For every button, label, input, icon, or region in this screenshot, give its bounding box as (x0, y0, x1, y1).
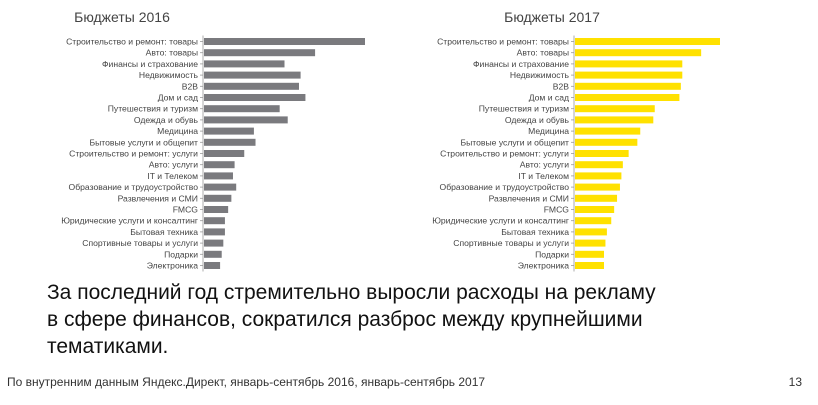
category-label-2016: Финансы и страхование (102, 59, 198, 69)
category-label-2017: Бытовая техника (501, 227, 569, 237)
category-label-2017: Бытовые услуги и общепит (460, 137, 569, 147)
bar-2016 (204, 250, 222, 258)
category-label-2017: IT и Телеком (518, 171, 569, 181)
bar-2017 (575, 172, 622, 180)
bar-2017 (575, 60, 683, 68)
category-label-2017: B2B (553, 81, 570, 91)
category-label-2017: Авто: услуги (520, 160, 569, 170)
headline-text: За последний год стремительно выросли ра… (47, 279, 747, 360)
category-label-2017: Строительство и ремонт: товары (437, 37, 569, 47)
category-label-2016: Бытовые услуги и общепит (89, 137, 198, 147)
bar-2017 (575, 116, 654, 124)
category-label-2017: Медицина (528, 126, 569, 136)
category-label-2016: Электроника (147, 261, 199, 271)
bar-2017 (575, 250, 604, 258)
bar-2017 (575, 94, 680, 101)
headline-line-2: в сфере финансов, сократился разброс меж… (47, 308, 643, 331)
bar-2016 (204, 262, 221, 269)
bar-2017 (575, 239, 606, 247)
bar-2016 (204, 94, 306, 101)
bar-2016 (204, 239, 224, 247)
bar-2016 (204, 71, 301, 79)
page-number: 13 (788, 375, 802, 389)
bar-2017 (575, 217, 612, 225)
category-label-2017: Подарки (535, 249, 569, 259)
category-label-2016: Развлечения и СМИ (118, 193, 198, 203)
bar-2017 (575, 127, 641, 135)
bar-2016 (204, 116, 288, 124)
category-label-2017: Финансы и страхование (473, 59, 569, 69)
category-label-2016: Спортивные товары и услуги (82, 238, 198, 248)
bar-2017 (575, 262, 604, 269)
chart-budgets-2016: Бюджеты 2016 Строительство и ремонт: тов… (0, 0, 400, 280)
category-label-2017: Недвижимость (510, 70, 570, 80)
bar-2017 (575, 161, 623, 169)
category-label-2017: Развлечения и СМИ (489, 193, 569, 203)
bar-2017 (575, 105, 655, 113)
bar-2016 (204, 206, 229, 213)
chart-title-2016: Бюджеты 2016 (74, 9, 170, 25)
bar-2016 (204, 217, 225, 225)
category-label-2017: Электроника (518, 261, 570, 271)
category-label-2016: Образование и трудоустройство (69, 182, 199, 192)
category-label-2016: FMCG (173, 205, 199, 215)
category-label-2016: Строительство и ремонт: услуги (69, 149, 198, 159)
bar-2016 (204, 183, 237, 191)
category-label-2016: Юридические услуги и консалтинг (61, 216, 198, 226)
category-label-2016: Одежда и обувь (134, 115, 199, 125)
bar-2017 (575, 138, 638, 146)
bar-2017 (575, 49, 702, 57)
bar-2017 (575, 71, 683, 79)
category-label-2017: Дом и сад (529, 93, 569, 103)
category-label-2017: Авто: товары (517, 48, 569, 58)
category-label-2016: Авто: товары (146, 48, 198, 58)
category-label-2016: Недвижимость (139, 70, 199, 80)
category-label-2017: Образование и трудоустройство (440, 182, 570, 192)
source-footnote: По внутренним данным Яндекс.Директ, янва… (7, 375, 486, 389)
bar-2016 (204, 105, 280, 113)
category-label-2017: FMCG (544, 205, 570, 215)
category-label-2016: Бытовая техника (130, 227, 198, 237)
category-label-2017: Одежда и обувь (505, 115, 570, 125)
bar-2016 (204, 82, 299, 90)
bar-2016 (204, 150, 245, 157)
bar-2017 (575, 150, 629, 157)
category-label-2017: Путешествия и туризм (479, 104, 569, 114)
bar-2017 (575, 82, 681, 90)
bar-2016 (204, 38, 365, 45)
bar-2016 (204, 60, 285, 68)
category-label-2017: Юридические услуги и консалтинг (432, 216, 569, 226)
headline-line-3: тематиками. (47, 335, 169, 358)
bar-2017 (575, 228, 607, 236)
chart-title-2017: Бюджеты 2017 (504, 9, 600, 25)
bar-2017 (575, 38, 720, 45)
category-label-2016: Строительство и ремонт: товары (66, 37, 198, 47)
bar-2016 (204, 161, 235, 169)
bar-2016 (204, 127, 254, 135)
category-label-2016: Путешествия и туризм (108, 104, 198, 114)
category-label-2016: Дом и сад (158, 93, 198, 103)
bar-2017 (575, 194, 618, 202)
chart-budgets-2017: Бюджеты 2017 Строительство и ремонт: тов… (400, 0, 800, 280)
bar-2016 (204, 49, 316, 57)
bar-2017 (575, 183, 620, 191)
category-label-2016: IT и Телеком (147, 171, 198, 181)
bar-2017 (575, 206, 615, 213)
bar-2016 (204, 172, 233, 180)
bar-2016 (204, 194, 232, 202)
bar-2016 (204, 228, 225, 236)
category-label-2016: Подарки (164, 249, 198, 259)
category-label-2017: Спортивные товары и услуги (453, 238, 569, 248)
bar-2016 (204, 138, 256, 146)
category-label-2016: B2B (182, 81, 199, 91)
category-label-2016: Медицина (157, 126, 198, 136)
category-label-2017: Строительство и ремонт: услуги (440, 149, 569, 159)
headline-line-1: За последний год стремительно выросли ра… (47, 281, 656, 304)
category-label-2016: Авто: услуги (149, 160, 198, 170)
